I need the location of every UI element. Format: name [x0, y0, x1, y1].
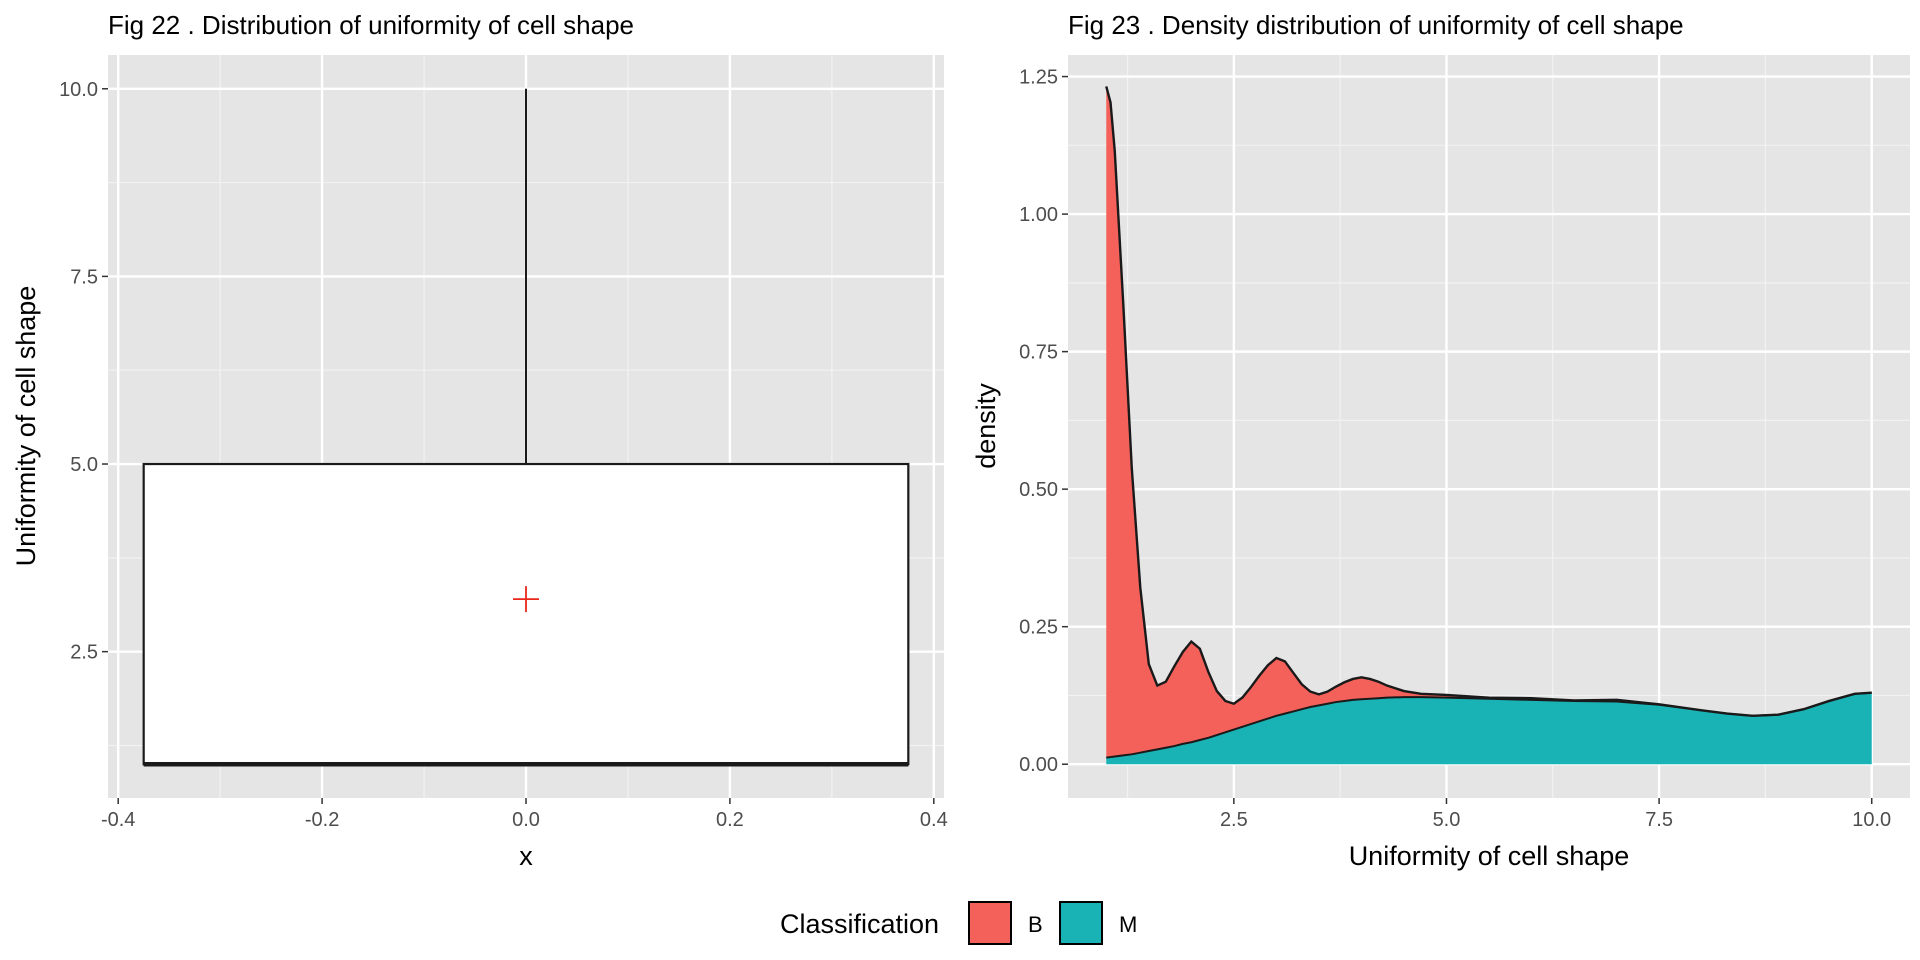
density-areas	[1105, 86, 1872, 765]
y-axis-ticks: 2.5 5.0 7.5 10.0	[59, 79, 108, 664]
box-marks	[142, 88, 910, 767]
density-chart: Fig 23 . Density distribution of uniform…	[971, 10, 1910, 871]
y-tick-label: 0.00	[1019, 754, 1058, 776]
y-tick-label: 1.00	[1019, 204, 1058, 226]
x-axis-ticks: -0.4 -0.2 0.0 0.2 0.4	[101, 798, 948, 831]
legend-label-b: B	[1028, 912, 1043, 937]
density-area-b	[1106, 86, 1872, 758]
y-tick-label: 7.5	[70, 266, 98, 288]
x-axis-title: x	[519, 841, 533, 871]
x-tick-label: 0.2	[716, 809, 744, 831]
x-tick-label: 2.5	[1220, 809, 1248, 831]
y-tick-label: 10.0	[59, 79, 98, 101]
x-tick-label: 10.0	[1852, 809, 1891, 831]
x-tick-label: -0.4	[101, 809, 135, 831]
x-tick-label: -0.2	[305, 809, 339, 831]
legend-swatch-b	[968, 901, 1012, 945]
y-tick-label: 2.5	[70, 642, 98, 664]
y-axis-ticks: 0.00 0.25 0.50 0.75 1.00 1.25	[1019, 67, 1068, 776]
chart-title: Fig 22 . Distribution of uniformity of c…	[108, 10, 634, 40]
x-tick-label: 0.4	[920, 809, 948, 831]
y-axis-title: density	[971, 383, 1001, 469]
x-axis-title: Uniformity of cell shape	[1349, 841, 1630, 871]
boxplot-chart: Fig 22 . Distribution of uniformity of c…	[11, 10, 948, 871]
y-tick-label: 1.25	[1019, 67, 1058, 89]
legend-label-m: M	[1119, 912, 1137, 937]
legend: Classification B M	[780, 901, 1137, 945]
y-axis-title: Uniformity of cell shape	[11, 286, 41, 567]
y-tick-label: 0.25	[1019, 617, 1058, 639]
y-tick-label: 0.50	[1019, 479, 1058, 501]
x-tick-label: 0.0	[512, 809, 540, 831]
x-tick-label: 5.0	[1433, 809, 1461, 831]
density-line-b	[1105, 86, 1872, 718]
x-axis-ticks: 2.5 5.0 7.5 10.0	[1220, 798, 1891, 831]
legend-title: Classification	[780, 909, 939, 939]
y-tick-label: 0.75	[1019, 342, 1058, 364]
y-tick-label: 5.0	[70, 454, 98, 476]
legend-swatch-m	[1059, 901, 1103, 945]
chart-title: Fig 23 . Density distribution of uniform…	[1068, 10, 1684, 40]
box	[142, 462, 910, 766]
x-tick-label: 7.5	[1645, 809, 1673, 831]
